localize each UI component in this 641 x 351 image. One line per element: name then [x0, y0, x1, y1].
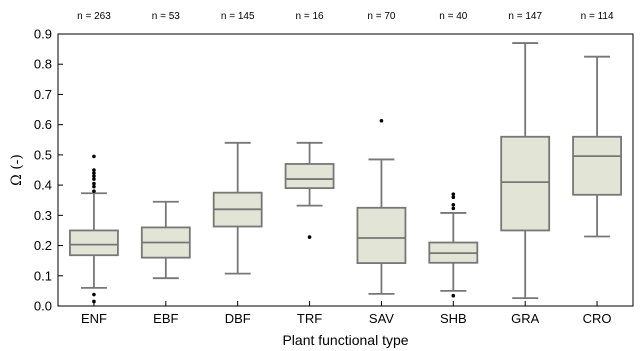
sample-size-label: n = 145: [221, 11, 255, 22]
y-tick-label: 0.6: [34, 117, 52, 132]
y-tick-label: 0.8: [34, 57, 52, 72]
y-axis-title: Ω (-): [9, 154, 25, 186]
x-tick-label: EBF: [153, 311, 178, 326]
box-trf: [284, 141, 335, 239]
box-sav: [356, 118, 407, 295]
x-tick-label: SAV: [369, 311, 394, 326]
outlier-point: [92, 189, 96, 193]
outlier-point: [451, 192, 456, 196]
x-tick-label: SHB: [440, 311, 467, 326]
sample-size-labels: n = 263 n = 53 n = 145 n = 16 n = 70 n = 40 n …: [77, 11, 614, 22]
box-iqr: [356, 206, 407, 264]
y-tick-label: 0.1: [34, 268, 52, 283]
box-gra: [500, 42, 551, 300]
x-tick-label: TRF: [297, 311, 322, 326]
box-iqr: [572, 135, 622, 196]
box-dbf: [212, 141, 263, 275]
y-tick-label: 0.9: [34, 27, 52, 42]
sample-size-label: n = 114: [581, 11, 614, 22]
outlier-point: [451, 195, 456, 199]
box-cro: [572, 55, 622, 238]
sample-size-label: n = 53: [152, 11, 181, 22]
box-iqr: [284, 163, 335, 190]
outlier-point: [92, 184, 96, 189]
outlier-point: [92, 174, 96, 178]
x-axis-title: Plant functional type: [282, 332, 408, 348]
outlier-point: [92, 181, 96, 186]
box-ebf: [140, 200, 191, 280]
y-axis: 0.0 0.1 0.2 0.3 0.4 0.5 0.6 0.7 0.8 0.9: [34, 27, 63, 314]
outlier-point: [307, 235, 312, 239]
sample-size-label: n = 16: [296, 11, 325, 22]
y-tick-label: 0.2: [34, 238, 52, 253]
box-iqr: [69, 229, 119, 257]
outlier-point: [451, 202, 456, 207]
x-tick-label: ENF: [81, 311, 107, 326]
box-series: [69, 42, 622, 304]
box-iqr: [500, 135, 551, 232]
x-tick-label: DBF: [225, 311, 251, 326]
sample-size-label: n = 263: [77, 11, 111, 22]
y-tick-label: 0.3: [34, 208, 52, 223]
sample-size-label: n = 147: [508, 11, 542, 22]
y-tick-label: 0.5: [34, 147, 52, 162]
outlier-point: [379, 118, 384, 123]
outlier-point: [92, 177, 96, 181]
outlier-point: [92, 168, 96, 172]
plot-frame: [57, 33, 634, 307]
y-tick-label: 0.4: [34, 178, 52, 193]
box-shb: [428, 192, 479, 298]
x-axis: ENF EBF DBF TRF SAV SHB GRA CRO: [81, 301, 612, 326]
outlier-point: [451, 206, 456, 211]
outlier-point: [451, 293, 456, 298]
x-tick-label: GRA: [511, 311, 540, 326]
y-tick-label: 0.7: [34, 87, 52, 102]
outlier-point: [92, 154, 96, 159]
sample-size-label: n = 40: [439, 11, 468, 22]
box-enf: [69, 154, 119, 304]
outlier-point: [92, 171, 96, 175]
outlier-point: [92, 292, 96, 297]
y-tick-label: 0.0: [34, 299, 52, 314]
sample-size-label: n = 70: [367, 11, 396, 22]
x-tick-label: CRO: [583, 311, 612, 326]
